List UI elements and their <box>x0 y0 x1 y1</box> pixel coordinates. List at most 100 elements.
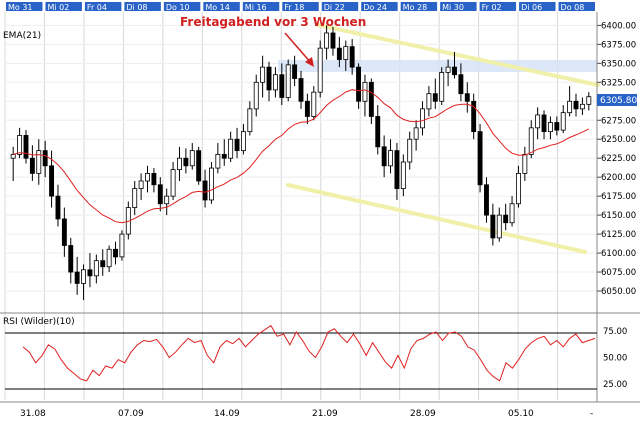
candle-body <box>234 138 240 152</box>
candle-body <box>484 184 489 216</box>
day-label-box <box>124 2 161 11</box>
candle-body <box>23 135 29 159</box>
candle-body <box>407 138 413 163</box>
candle-body <box>343 46 349 60</box>
price-tick-label: 6375.00 <box>601 40 636 50</box>
candle-body <box>145 172 150 182</box>
day-label: Fr 04 <box>87 3 107 12</box>
price-tick-label: 6100.00 <box>601 249 636 259</box>
candle-body <box>215 154 221 169</box>
candle-body <box>177 157 182 170</box>
price-tick-label: 6325.00 <box>601 78 636 88</box>
price-axis: 6050.00 6075.00 6100.00 6125.00 6150.00 6175.… <box>596 12 636 402</box>
candle-body <box>157 184 163 205</box>
candle-body <box>36 150 42 174</box>
day-label-box <box>84 2 122 11</box>
candle-body <box>10 154 16 159</box>
day-label-box <box>242 2 280 11</box>
candle-body <box>266 66 272 91</box>
price-tick-label: 6175.00 <box>601 192 636 202</box>
candle-body <box>113 248 118 258</box>
candle-body <box>356 66 362 102</box>
price-tick-label: 6225.00 <box>601 154 636 164</box>
candle-body <box>547 122 553 133</box>
candle-body <box>394 150 400 189</box>
candle-body <box>464 93 470 102</box>
upper-channel-line <box>316 23 600 87</box>
date-tick-label: 21.09 <box>312 409 338 419</box>
date-tick-label: 28.09 <box>410 409 436 419</box>
candle-body <box>496 214 502 239</box>
day-label-box <box>479 2 517 11</box>
candle-body <box>298 78 304 102</box>
price-tick-label: 6050.00 <box>601 287 636 297</box>
day-label-box <box>558 2 595 11</box>
ema-line <box>13 89 590 224</box>
candle-body <box>132 188 138 208</box>
candle-body <box>362 81 368 102</box>
candle-body <box>349 46 355 68</box>
candle-body <box>503 214 509 224</box>
candle-body <box>272 74 278 91</box>
candle-body <box>573 100 579 110</box>
day-label-box <box>361 2 398 11</box>
price-tick-label: 6200.00 <box>601 173 636 183</box>
candle-body <box>522 154 528 174</box>
rsi-label: RSI (Wilder)(10) <box>3 317 75 327</box>
price-tick-label: 6075.00 <box>601 268 636 278</box>
candle-body <box>477 131 483 186</box>
rsi-axis: 75.00 50.00 25.00 <box>603 327 627 390</box>
day-label-box <box>440 2 477 11</box>
price-tick-label: 6250.00 <box>601 135 636 145</box>
day-label: Fr 02 <box>482 3 502 12</box>
candle-body <box>458 74 464 95</box>
day-label-box <box>203 2 240 11</box>
candle-body <box>554 122 560 131</box>
candle-body <box>516 172 521 205</box>
resistance-band <box>278 60 597 72</box>
candle-body <box>432 93 438 102</box>
candle-body <box>240 131 246 152</box>
candle-body <box>439 72 445 102</box>
candle-body <box>196 150 202 182</box>
date-tick-label: - <box>590 409 593 419</box>
candle-body <box>68 245 74 273</box>
candle-body <box>100 260 106 268</box>
date-axis: 31.08 07.09 14.09 21.09 28.09 05.10 - <box>20 409 593 419</box>
candle-body <box>375 116 381 148</box>
candle-body <box>81 269 86 284</box>
date-tick-label: 14.09 <box>214 409 240 419</box>
candle-body <box>247 108 253 133</box>
price-tick-label: 6350.00 <box>601 59 636 69</box>
day-label: Mo 14 <box>205 3 230 12</box>
candle-body <box>279 74 285 98</box>
candle-body <box>324 32 330 49</box>
day-label-box <box>519 2 556 11</box>
candle-body <box>183 157 189 167</box>
candle-body <box>253 81 259 110</box>
day-label: Fr 18 <box>284 3 304 12</box>
annotation-arrow-line <box>284 32 313 65</box>
candle-body <box>61 218 67 246</box>
date-tick-label: 31.08 <box>20 409 46 419</box>
candle-body <box>55 195 61 220</box>
day-label: Do 10 <box>166 3 190 12</box>
candle-body <box>509 203 515 224</box>
ema-label: EMA(21) <box>3 31 41 41</box>
candle-body <box>228 138 234 159</box>
candle-body <box>106 248 112 268</box>
candle-body <box>17 135 23 155</box>
candle-body <box>541 114 547 133</box>
candle-body <box>170 169 176 197</box>
day-label: Do 08 <box>561 3 585 12</box>
candle-body <box>445 66 451 73</box>
candle-body <box>138 180 144 189</box>
price-tick-label: 6400.00 <box>601 21 636 31</box>
candle-body <box>579 103 585 110</box>
candle-body <box>586 96 592 105</box>
candle-body <box>260 66 266 83</box>
candle-body <box>471 100 477 133</box>
candle-body <box>490 214 496 239</box>
candle-body <box>209 167 214 201</box>
